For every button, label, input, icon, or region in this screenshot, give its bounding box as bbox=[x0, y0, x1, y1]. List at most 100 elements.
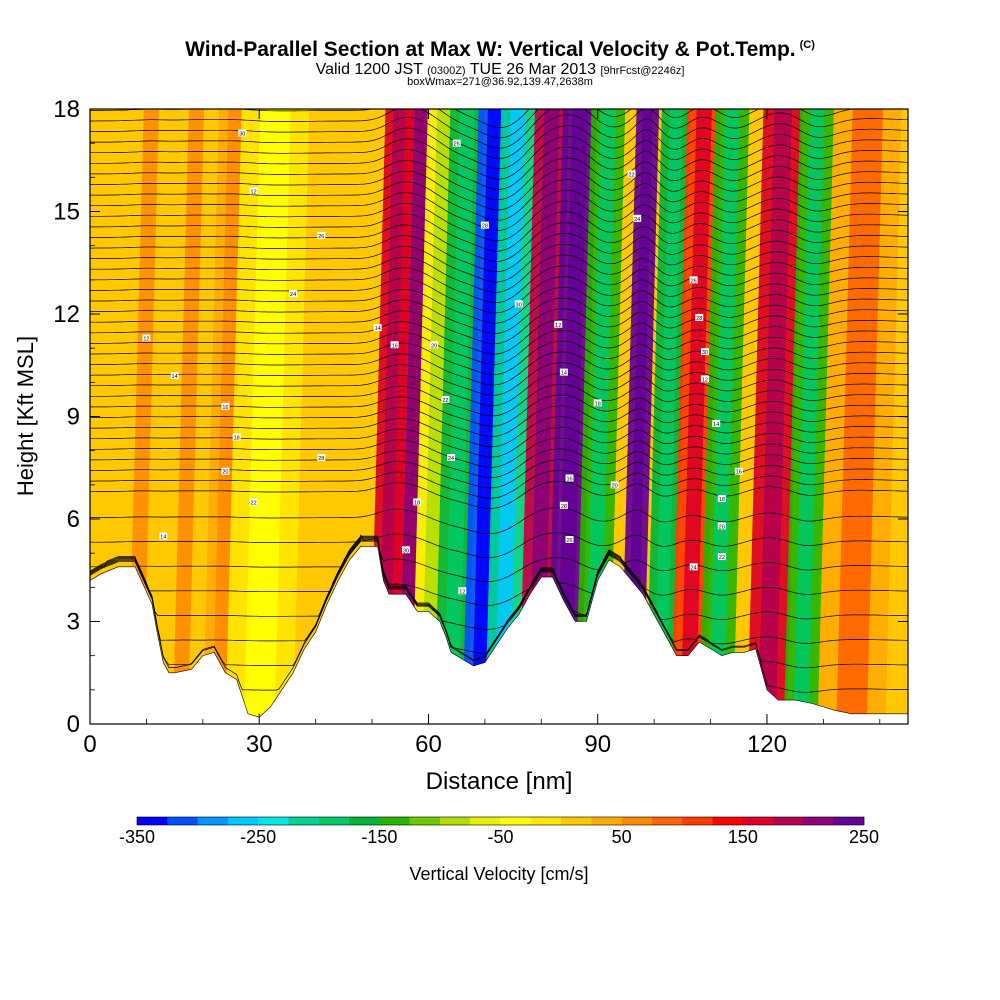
velocity-band-core-18 bbox=[793, 109, 825, 724]
colorbar-tick-label-50: 50 bbox=[612, 827, 632, 847]
isentrope-label-text: 18 bbox=[234, 436, 240, 442]
isentrope-label-text: 18 bbox=[719, 497, 725, 503]
isentrope-label-bg bbox=[627, 170, 636, 178]
chart-title: Wind-Parallel Section at Max W: Vertical… bbox=[0, 38, 1000, 62]
x-tick-label-120: 120 bbox=[747, 731, 787, 758]
isentrope-40 bbox=[90, 136, 908, 180]
colorbar-swatch-15 bbox=[591, 817, 622, 825]
isentrope-label-20: 12 bbox=[554, 320, 563, 329]
velocity-band-core-15 bbox=[680, 109, 712, 724]
isentrope-label-bg bbox=[559, 501, 568, 509]
isentrope-label-bg bbox=[289, 290, 298, 297]
isentrope-label-text: 20 bbox=[612, 483, 618, 489]
y-tick-label-6: 6 bbox=[67, 506, 80, 533]
isentrope-label-4: 20 bbox=[221, 467, 230, 476]
isentrope-label-text: 18 bbox=[595, 401, 601, 407]
isentrope-label-bg bbox=[249, 187, 258, 195]
isentrope-label-text: 12 bbox=[555, 323, 561, 329]
isentrope-45 bbox=[454, 109, 530, 128]
isentrope-label-bg bbox=[221, 402, 230, 410]
isentrope-label-bg bbox=[734, 467, 743, 475]
isentrope-30 bbox=[90, 243, 908, 283]
isentrope-label-text: 20 bbox=[431, 343, 437, 349]
colorbar-tick-label--250: -250 bbox=[240, 827, 276, 847]
isentrope-19 bbox=[90, 362, 908, 396]
isentrope-18 bbox=[90, 373, 908, 406]
forecast-info: [9hrFcst@2246z] bbox=[600, 65, 685, 77]
colorbar-swatch-20 bbox=[742, 817, 774, 825]
colorbar-swatch-17 bbox=[651, 817, 683, 825]
isentrope-label-0: 12 bbox=[142, 334, 151, 342]
isentrope-15 bbox=[90, 405, 908, 437]
x-tick-label-90: 90 bbox=[584, 731, 611, 758]
isentrope-label-bg bbox=[695, 313, 704, 321]
isentrope-label-21: 14 bbox=[559, 368, 568, 377]
isentrope-27 bbox=[90, 276, 908, 314]
isentrope-label-17: 26 bbox=[452, 139, 461, 148]
isentrope-label-text: 22 bbox=[629, 172, 635, 178]
isentrope-41 bbox=[90, 125, 908, 170]
isentrope-label-text: 24 bbox=[290, 292, 296, 298]
isentrope-label-37: 26 bbox=[565, 536, 574, 544]
isentrope-label-text: 14 bbox=[160, 535, 166, 541]
isentrope-label-text: 22 bbox=[251, 500, 257, 506]
isentrope-6 bbox=[90, 532, 908, 559]
isentrope-label-bg bbox=[452, 139, 461, 147]
colorbar-tick-label--150: -150 bbox=[361, 827, 397, 847]
isentrope-label-19: 30 bbox=[514, 300, 523, 308]
isentrope-22 bbox=[90, 330, 908, 365]
colorbar-label: Vertical Velocity [cm/s] bbox=[409, 864, 588, 884]
isentrope-29 bbox=[90, 254, 908, 293]
isentrope-label-bg bbox=[480, 221, 489, 229]
box-info: boxWmax=271@36.92,139.47,2638m bbox=[407, 76, 593, 88]
isentrope-8 bbox=[90, 480, 908, 509]
isentrope-label-bg bbox=[142, 334, 151, 342]
isentrope-39 bbox=[90, 146, 908, 190]
isentrope-43 bbox=[90, 109, 908, 149]
isentrope-23 bbox=[90, 319, 908, 355]
isentrope-label-bg bbox=[565, 474, 574, 482]
isentrope-label-text: 26 bbox=[318, 234, 324, 240]
valid-date: TUE 26 Mar 2013 bbox=[469, 61, 597, 78]
isentrope-label-bg bbox=[554, 320, 563, 328]
colorbar-swatch-1 bbox=[167, 817, 198, 825]
isentrope-24 bbox=[90, 308, 908, 345]
isentrope-label-36: 24 bbox=[689, 563, 698, 571]
colorbar-frame bbox=[136, 816, 865, 826]
isentrope-label-bg bbox=[441, 395, 450, 403]
velocity-band-core-8 bbox=[471, 109, 504, 724]
colorbar-swatch-12 bbox=[500, 817, 532, 825]
isentrope-label-38: 28 bbox=[559, 501, 568, 510]
isentrope-label-bg bbox=[689, 563, 698, 571]
isentrope-38 bbox=[90, 157, 908, 201]
colorbar-swatch-0 bbox=[137, 817, 168, 825]
y-tick-label-18: 18 bbox=[53, 96, 80, 123]
colorbar-swatch-11 bbox=[470, 817, 501, 825]
isentrope-label-bg bbox=[514, 300, 523, 308]
isentrope-label-29: 30 bbox=[700, 348, 709, 356]
isentrope-label-text: 28 bbox=[696, 316, 702, 322]
isentrope-label-10: 12 bbox=[249, 187, 258, 196]
colorbar-swatch-14 bbox=[561, 817, 592, 825]
isentrope-label-bg bbox=[401, 546, 410, 554]
colorbar-tick-label--50: -50 bbox=[487, 827, 513, 847]
isentrope-31 bbox=[90, 233, 908, 273]
isentrope-label-text: 12 bbox=[459, 589, 465, 595]
isentrope-label-bg bbox=[717, 522, 726, 530]
isentrope-label-22: 16 bbox=[565, 474, 574, 483]
plot-area: 12 14 16 18 20 22 24 26 28 30 12 14 16 18 20 22 24 26 28 30… bbox=[90, 109, 908, 724]
y-tick-label-0: 0 bbox=[67, 711, 80, 738]
isentrope-label-5: 22 bbox=[249, 498, 258, 506]
isentrope-label-bg bbox=[559, 368, 568, 376]
isentrope-25 bbox=[90, 297, 908, 334]
isentrope-label-41: 14 bbox=[159, 532, 168, 541]
isentrope-label-text: 30 bbox=[702, 350, 708, 356]
isentrope-label-bg bbox=[317, 454, 326, 461]
isentrope-9 bbox=[90, 470, 908, 499]
chart-title-text: Wind-Parallel Section at Max W: Vertical… bbox=[185, 38, 796, 61]
isentrope-label-30: 12 bbox=[700, 375, 709, 383]
isentrope-label-9: 30 bbox=[238, 129, 247, 137]
isentrope-label-bg bbox=[689, 276, 698, 284]
isentrope-label-text: 14 bbox=[713, 422, 719, 428]
